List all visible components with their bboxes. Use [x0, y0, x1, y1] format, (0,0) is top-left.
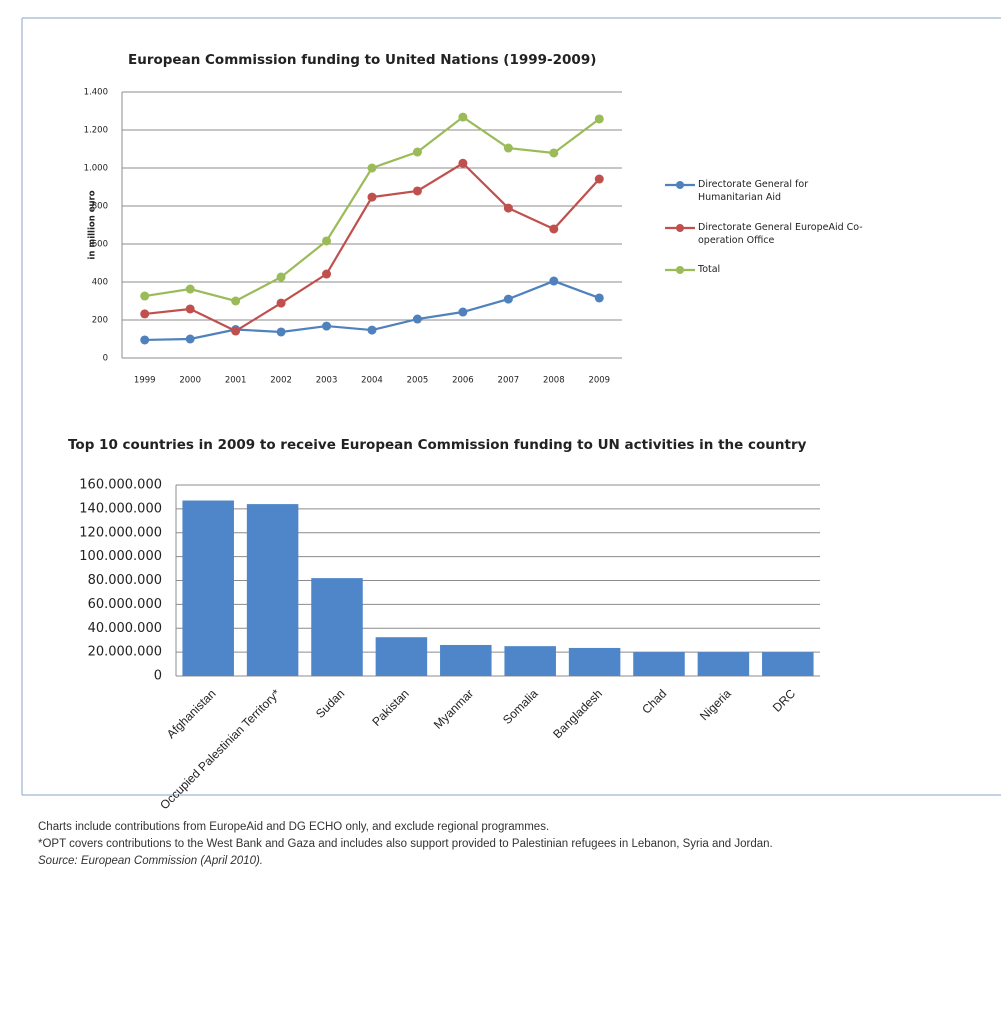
x-tick-label: 2003: [316, 376, 338, 386]
x-tick-label: 2002: [270, 376, 292, 386]
y-tick-label: 1.000: [84, 164, 108, 174]
x-tick-label: DRC: [770, 686, 799, 715]
point: [322, 321, 332, 331]
point: [458, 158, 468, 168]
x-tick-label: Somalia: [500, 686, 541, 727]
x-tick-label: 2006: [452, 376, 474, 386]
x-tick-label: 1999: [134, 376, 156, 386]
point: [367, 163, 377, 173]
y-tick-label: 0: [103, 354, 108, 364]
point: [367, 192, 377, 202]
bar: [440, 644, 492, 676]
y-tick-label: 200: [92, 316, 108, 326]
y-tick-label: 40.000.000: [88, 621, 162, 636]
point: [594, 114, 604, 124]
x-tick-label: 2008: [543, 376, 565, 386]
x-tick-label: Pakistan: [369, 686, 411, 728]
y-tick-label: 0: [154, 669, 162, 684]
note: *OPT covers contributions to the West Ba…: [38, 838, 773, 850]
point: [322, 269, 332, 279]
point: [549, 148, 559, 158]
bar: [246, 504, 299, 676]
point: [549, 224, 559, 234]
point: [594, 293, 604, 303]
point: [185, 284, 195, 294]
point: [458, 112, 468, 122]
legend-label: Directorate General EuropeAid Co-operati…: [698, 222, 863, 246]
point: [185, 334, 195, 344]
point: [231, 326, 241, 336]
point: [140, 335, 150, 345]
bar: [504, 646, 556, 676]
x-tick-label: 2000: [179, 376, 201, 386]
x-tick-label: 2009: [588, 376, 610, 386]
point: [503, 294, 513, 304]
bar: [633, 652, 685, 676]
point: [140, 291, 150, 301]
x-tick-label: Bangladesh: [550, 686, 605, 741]
legend-label: Directorate General for Humanitarian Aid: [698, 179, 809, 203]
y-tick-label: 800: [92, 202, 108, 212]
x-tick-label: Chad: [639, 686, 669, 716]
y-tick-label: 400: [92, 278, 108, 288]
point: [276, 272, 286, 282]
bar: [762, 652, 814, 676]
chart-title: Top 10 countries in 2009 to receive Euro…: [68, 437, 807, 453]
bar: [182, 500, 234, 676]
point: [503, 143, 513, 153]
bar: [697, 652, 750, 676]
x-tick-label: 2001: [225, 376, 247, 386]
y-tick-label: 80.000.000: [88, 573, 162, 588]
note: Charts include contributions from Europe…: [38, 821, 550, 833]
point: [367, 325, 377, 335]
y-tick-label: 600: [92, 240, 108, 250]
series-line: [144, 115, 600, 303]
y-tick-label: 20.000.000: [88, 645, 162, 660]
x-tick-label: Nigeria: [697, 686, 734, 723]
point: [503, 203, 513, 213]
note: Source: European Commission (April 2010)…: [38, 855, 263, 867]
x-tick-label: 2005: [407, 376, 429, 386]
x-tick-label: Sudan: [313, 686, 347, 720]
legend-swatch: [676, 266, 684, 274]
point: [549, 276, 559, 286]
y-tick-label: 1.400: [84, 88, 108, 98]
legend-swatch: [676, 181, 684, 189]
point: [140, 309, 150, 319]
bar: [568, 647, 621, 676]
legend-swatch: [676, 224, 684, 232]
y-tick-label: 160.000.000: [79, 478, 162, 493]
point: [458, 307, 468, 317]
point: [412, 147, 422, 157]
point: [322, 236, 332, 246]
y-tick-label: 60.000.000: [88, 597, 162, 612]
series-line: [144, 161, 601, 333]
x-tick-label: Afghanistan: [164, 686, 219, 741]
y-axis-label: in million euro: [88, 190, 98, 259]
point: [185, 304, 195, 314]
point: [276, 327, 286, 337]
point: [412, 186, 422, 196]
x-tick-label: Occupied Palestinian Territory*: [157, 686, 283, 812]
legend-label: Total: [698, 264, 721, 275]
point: [594, 174, 604, 184]
y-tick-label: 120.000.000: [79, 525, 162, 540]
y-tick-label: 100.000.000: [79, 549, 162, 564]
y-tick-label: 140.000.000: [79, 501, 162, 516]
point: [412, 314, 422, 324]
x-tick-label: 2004: [361, 376, 383, 386]
x-tick-label: 2007: [498, 376, 520, 386]
point: [276, 298, 286, 308]
x-tick-label: Myanmar: [431, 686, 476, 731]
bar: [311, 578, 363, 676]
point: [231, 296, 241, 306]
y-tick-label: 1.200: [84, 126, 108, 136]
bar: [375, 637, 428, 676]
chart-title: European Commission funding to United Na…: [128, 52, 596, 68]
